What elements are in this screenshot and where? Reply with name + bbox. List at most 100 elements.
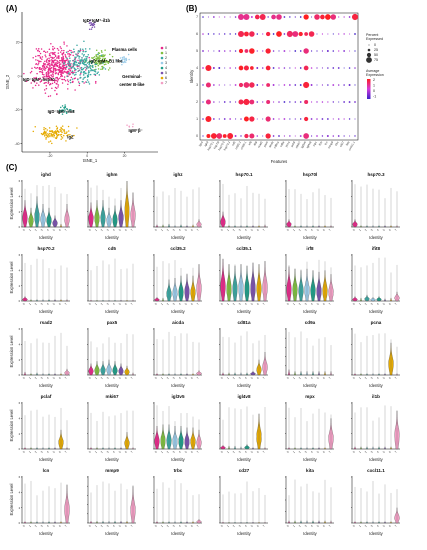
point-cluster-0 [68, 52, 70, 55]
point-cluster-0 [54, 72, 57, 74]
point-cluster-2 [89, 65, 92, 67]
dot-cd5-3 [234, 84, 237, 86]
point-cluster-5 [88, 28, 91, 31]
dot-ccl35.2-7 [238, 14, 244, 20]
identity-tick: 7 [196, 228, 200, 232]
point-cluster-2 [87, 81, 90, 83]
point-cluster-6 [67, 133, 69, 136]
violin-cell-ifit8: ifit8 0 1 2 3 4 5 6 7 Identity [351, 246, 400, 314]
gene-title: cd81a [237, 320, 250, 325]
point-cluster-0 [45, 84, 48, 87]
y-tick-label: 4 [19, 268, 21, 272]
identity-tick: 5 [52, 450, 56, 454]
point-cluster-2 [80, 71, 82, 73]
identity-tick: 3 [40, 524, 44, 528]
violin-cell-ighm: ighm 0 1 2 3 4 5 6 7 Identity [87, 172, 136, 240]
identity-tick: 4 [310, 228, 314, 232]
identity-tick: 5 [250, 302, 254, 306]
identity-tick: 6 [388, 302, 392, 306]
identity-tick: 7 [328, 524, 332, 528]
legend-swatch-6 [160, 76, 164, 80]
dot-igl4v8-7 [311, 16, 313, 18]
point-cluster-2 [90, 62, 93, 65]
cluster-label: IgD⁺IgM⁺-il1b [83, 18, 110, 23]
dot-igl3v5-1 [304, 116, 309, 122]
point-cluster-0 [64, 55, 67, 58]
identity-tick: 1 [358, 228, 362, 232]
point-cluster-2 [87, 74, 90, 76]
dot-aicda-2 [272, 101, 275, 103]
point-cluster-6 [34, 126, 36, 128]
point-cluster-6 [59, 128, 61, 131]
point-cluster-4 [64, 106, 67, 109]
point-cluster-6 [45, 134, 48, 136]
identity-tick: 0 [220, 228, 224, 232]
violin-cell-igl3v5: igl3v5 0 1 2 3 4 5 6 7 Identity [153, 394, 202, 462]
point-cluster-2 [76, 64, 79, 66]
identity-tick: 4 [46, 302, 50, 306]
point-cluster-0 [63, 49, 65, 52]
dot-hsp70l-2 [218, 101, 220, 103]
y-tick-label: 0 [19, 447, 21, 451]
point-cluster-0 [41, 56, 44, 58]
dot-ifit8-6 [256, 33, 259, 35]
point-cluster-2 [98, 74, 101, 76]
feature-tick: mpx [312, 140, 318, 147]
y-tick-label: 6 [19, 327, 21, 331]
dot-igmt-6 [202, 33, 204, 35]
dot-hsp70l-4 [218, 67, 221, 69]
point-cluster-6 [48, 141, 50, 143]
violin-cell-mmp9: mmp9 0 1 2 3 4 5 6 7 Identity [87, 468, 136, 536]
x-axis-title: Identity [369, 457, 383, 462]
point-cluster-0 [58, 62, 61, 64]
identity-tick: 4 [46, 450, 50, 454]
dot-plot-frame [199, 12, 359, 141]
dot-aicda-1 [272, 118, 275, 120]
identity-tick: 0 [286, 228, 290, 232]
dot-irf8-3 [249, 82, 255, 88]
identity-tick: 1 [226, 524, 230, 528]
gene-title: cd27 [239, 468, 250, 473]
point-cluster-0 [50, 64, 52, 66]
feature-tick: mmp9 [327, 140, 335, 149]
identity-tick: 3 [40, 376, 44, 380]
point-cluster-5 [92, 24, 94, 27]
point-cluster-0 [55, 62, 58, 64]
point-cluster-0 [38, 54, 41, 57]
identity-tick: 6 [256, 450, 260, 454]
dot-il1b-4 [321, 67, 323, 69]
point-cluster-0 [59, 59, 61, 62]
identity-tick: 5 [382, 228, 386, 232]
point-cluster-6 [55, 125, 58, 127]
feature-tick: pcna [284, 140, 291, 148]
dot-hsp70.3-7 [224, 16, 226, 18]
identity-tick: 1 [358, 302, 362, 306]
dot-kita-7 [348, 16, 351, 18]
point-cluster-0 [78, 84, 81, 87]
point-cluster-2 [86, 66, 89, 68]
point-cluster-0 [60, 67, 62, 70]
dot-hsp70.3-0 [222, 134, 227, 138]
point-cluster-1 [101, 65, 104, 68]
dot-igl3v5-4 [303, 65, 309, 71]
point-cluster-0 [44, 78, 46, 80]
y-axis-title: Expression Level [9, 187, 14, 219]
point-cluster-0 [43, 89, 46, 91]
dot-cd5-6 [234, 33, 237, 35]
point-cluster-0 [56, 57, 58, 59]
identity-tick: 2 [166, 376, 170, 380]
point-cluster-6 [55, 131, 58, 133]
point-cluster-2 [88, 83, 91, 85]
legend-label-6: 6 [165, 76, 167, 80]
identity-tick: 3 [106, 524, 110, 528]
point-cluster-0 [72, 51, 74, 53]
dot-ighd-5 [207, 50, 209, 52]
dot-mki67-5 [299, 50, 302, 52]
x-axis-title: Identity [39, 531, 53, 536]
identity-tick: 7 [196, 15, 198, 19]
point-cluster-0 [58, 66, 60, 69]
point-cluster-0 [42, 64, 45, 67]
dot-ighd-2 [205, 99, 211, 105]
point-cluster-2 [77, 70, 79, 73]
identity-tick: 4 [310, 302, 314, 306]
